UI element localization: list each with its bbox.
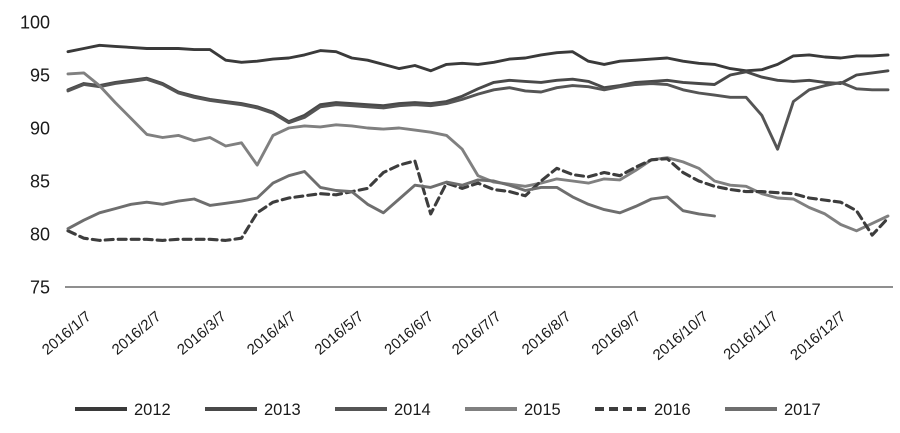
x-tick-label: 2016/11/7 xyxy=(720,308,781,363)
x-tick-label: 2016/4/7 xyxy=(244,308,300,359)
y-tick-label: 85 xyxy=(30,172,50,192)
y-tick-label: 80 xyxy=(30,225,50,245)
series-line-2014 xyxy=(66,77,890,151)
legend-label-2012: 2012 xyxy=(134,401,171,419)
x-tick-label: 2016/9/7 xyxy=(589,308,645,359)
x-tick-label: 2016/5/7 xyxy=(311,308,367,359)
y-tick-label: 100 xyxy=(20,13,50,33)
x-tick-label: 2016/2/7 xyxy=(109,308,165,359)
x-tick-label: 2016/1/7 xyxy=(39,308,95,359)
y-tick-label: 75 xyxy=(30,278,50,298)
y-tick-label: 90 xyxy=(30,119,50,139)
x-tick-label: 2016/8/7 xyxy=(519,308,575,359)
series-line-2017 xyxy=(66,170,716,231)
y-tick-label: 95 xyxy=(30,66,50,86)
x-tick-label: 2016/3/7 xyxy=(174,308,230,359)
x-tick-label: 2016/7/7 xyxy=(449,308,505,359)
legend-label-2016: 2016 xyxy=(654,401,691,419)
x-tick-label: 2016/6/7 xyxy=(381,308,437,359)
x-tick-label: 2016/10/7 xyxy=(650,308,712,364)
series-line-2015 xyxy=(66,71,890,233)
legend-label-2013: 2013 xyxy=(264,401,301,419)
x-tick-label: 2016/12/7 xyxy=(787,308,849,364)
series-line-2012 xyxy=(66,43,890,73)
legend-label-2017: 2017 xyxy=(784,401,821,419)
legend-label-2014: 2014 xyxy=(394,401,431,419)
legend-label-2015: 2015 xyxy=(524,401,561,419)
series-line-2016 xyxy=(66,157,890,242)
